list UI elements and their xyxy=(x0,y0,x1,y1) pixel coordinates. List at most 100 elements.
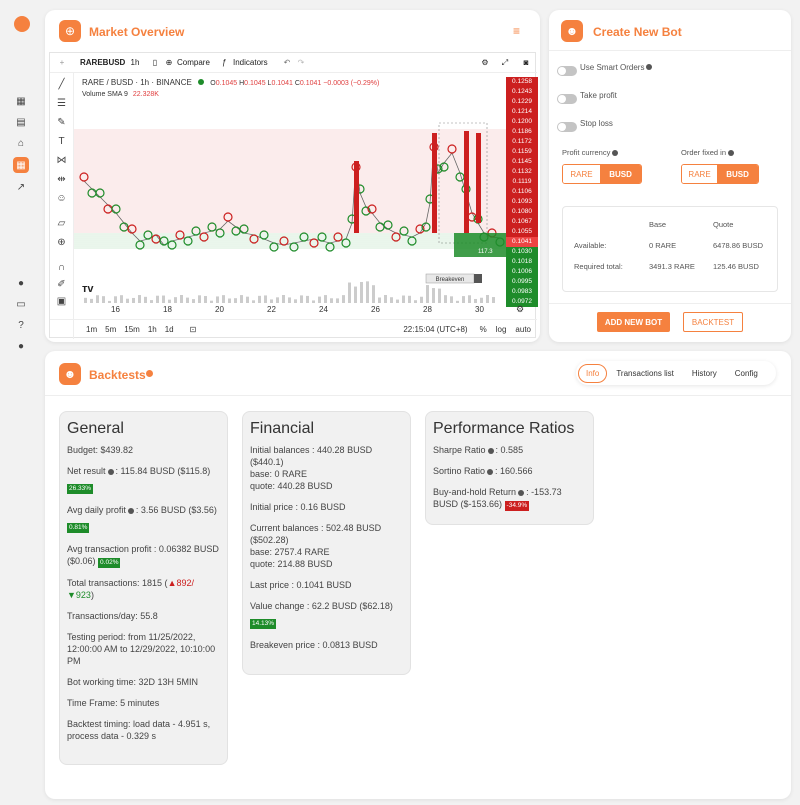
drawing-cross-icon[interactable]: + xyxy=(59,58,65,67)
chat-icon[interactable]: ▭ xyxy=(16,298,26,310)
tab-history[interactable]: History xyxy=(691,368,717,378)
ruler-icon[interactable]: ▱ xyxy=(57,218,66,229)
backtest-timing: Backtest timing: load data - 4.951 s, pr… xyxy=(67,719,211,741)
price-scale[interactable]: 0.1258 0.1243 0.1229 0.1214 0.1200 0.1186 0.11… xyxy=(506,73,538,307)
volume-bar xyxy=(162,295,165,303)
magnet-icon[interactable]: ∩ xyxy=(57,262,66,273)
required-label: Required total: xyxy=(574,262,623,271)
smart-orders-info-icon[interactable] xyxy=(646,64,653,70)
sharpe-info-icon[interactable] xyxy=(487,447,494,454)
order-fixed-busd[interactable]: BUSD xyxy=(717,165,758,183)
volume-bar xyxy=(300,295,303,303)
interval-button[interactable]: 1h xyxy=(130,58,140,67)
timeframe-button[interactable]: 1d xyxy=(164,325,174,334)
symbol-search[interactable]: RAREBUSD xyxy=(80,58,126,67)
pencil-lock-icon[interactable]: ✐ xyxy=(57,279,66,290)
user-icon[interactable]: ● xyxy=(17,340,25,352)
tab-transactions-list[interactable]: Transactions list xyxy=(616,368,674,378)
required-base: 3491.3 RARE xyxy=(649,262,695,271)
tab-info[interactable]: Info xyxy=(578,363,608,383)
trend-icon[interactable]: ↗ xyxy=(16,181,26,193)
profit-currency-info-icon[interactable] xyxy=(612,150,619,157)
net-result-info-icon[interactable] xyxy=(107,468,114,475)
stop-loss-toggle[interactable] xyxy=(557,122,577,132)
current-quote: quote: 214.88 BUSD xyxy=(250,559,333,569)
indicators-button[interactable]: Indicators xyxy=(233,58,268,67)
available-label: Available: xyxy=(574,241,607,250)
order-fixed-selector: RARE BUSD xyxy=(681,164,759,184)
price-scale-label: 0.1186 xyxy=(506,127,538,137)
help-icon[interactable]: ? xyxy=(18,319,24,331)
avg-daily-info-icon[interactable] xyxy=(127,507,134,514)
candles-style-icon[interactable]: ▯ xyxy=(152,58,158,67)
compare-plus-icon[interactable]: ⊕ xyxy=(165,58,173,67)
volume-bar xyxy=(270,299,273,303)
indicators-fx-icon[interactable]: ƒ xyxy=(221,58,227,67)
order-fixed-rare[interactable]: RARE xyxy=(682,165,718,183)
trade-marker xyxy=(183,236,193,246)
date-range-icon[interactable]: ⊡ xyxy=(189,325,197,334)
backtest-tabs: Info Transactions list History Config xyxy=(576,361,776,385)
grid-icon[interactable]: ▦ xyxy=(13,157,29,173)
timeframe-button[interactable]: 1h xyxy=(147,325,157,334)
wallet-icon[interactable]: ▤ xyxy=(16,116,26,128)
fib-icon[interactable]: ☰ xyxy=(57,98,66,109)
timeframe-button[interactable]: 1m xyxy=(86,325,98,334)
settings-sliders-icon[interactable]: ≡ xyxy=(513,24,521,38)
price-scale-label: 0.1159 xyxy=(506,147,538,157)
tradingview-widget[interactable]: + RAREBUSD 1h ▯ ⊕ Compare ƒ Indicators ↶… xyxy=(49,52,538,339)
trade-marker xyxy=(269,242,279,252)
brush-icon[interactable]: ✎ xyxy=(57,117,66,128)
price-scale-label: 0.1093 xyxy=(506,197,538,207)
trade-marker xyxy=(175,230,185,240)
volume-bar xyxy=(198,295,201,303)
price-scale-label: 0.1006 xyxy=(506,267,538,277)
zoom-in-icon[interactable]: ⊕ xyxy=(57,237,66,248)
bank-icon[interactable]: ⌂ xyxy=(17,137,25,149)
add-new-bot-button[interactable]: ADD NEW BOT xyxy=(597,312,670,332)
backtest-button[interactable]: BACKTEST xyxy=(683,312,743,332)
pattern-icon[interactable]: ⋈ xyxy=(56,155,67,166)
profit-currency-busd[interactable]: BUSD xyxy=(600,165,641,183)
trade-marker xyxy=(421,222,431,232)
axis-settings-gear-icon[interactable]: ⚙ xyxy=(516,304,525,314)
take-profit-toggle[interactable] xyxy=(557,94,577,104)
text-tool-icon[interactable]: T xyxy=(58,136,65,147)
auto-toggle[interactable]: auto xyxy=(515,325,531,334)
app-logo[interactable] xyxy=(14,16,30,32)
volume-bar xyxy=(120,295,123,303)
timeframe-button[interactable]: 15m xyxy=(124,325,140,334)
log-toggle[interactable]: log xyxy=(495,325,507,334)
time-axis[interactable]: 16 18 20 22 24 26 28 30 xyxy=(74,303,506,317)
trend-line-icon[interactable]: ╱ xyxy=(58,79,65,90)
measure-tool-icon[interactable]: ⇹ xyxy=(57,174,66,185)
volume-bar xyxy=(384,295,387,303)
price-chart[interactable]: Breakeven 117.3 xyxy=(74,73,506,303)
trade-marker xyxy=(127,224,137,234)
trade-marker xyxy=(383,220,393,230)
tab-config[interactable]: Config xyxy=(734,368,758,378)
sortino-ratio: Sortino Ratio: 160.566 xyxy=(433,466,533,476)
order-fixed-info-icon[interactable] xyxy=(728,150,735,157)
general-panel: General Budget: $439.82 Net result: 115.… xyxy=(59,411,228,765)
volume-bar xyxy=(96,295,99,303)
fullscreen-icon[interactable]: ⤢ xyxy=(501,57,509,67)
compare-button[interactable]: Compare xyxy=(177,58,210,67)
snapshot-camera-icon[interactable]: ◙ xyxy=(523,58,529,67)
sortino-info-icon[interactable] xyxy=(487,468,494,475)
undo-icon[interactable]: ↶ xyxy=(283,58,291,67)
redo-icon[interactable]: ↷ xyxy=(297,58,305,67)
profit-currency-rare[interactable]: RARE xyxy=(563,165,601,183)
chart-settings-gear-icon[interactable]: ⚙ xyxy=(481,58,489,67)
backtests-info-icon[interactable] xyxy=(146,370,153,377)
initial-base: base: 0 RARE xyxy=(250,469,308,479)
smart-orders-toggle[interactable] xyxy=(557,66,577,76)
bah-info-icon[interactable] xyxy=(518,489,525,496)
timeframe-button[interactable]: 5m xyxy=(105,325,117,334)
dashboard-icon[interactable]: ▦ xyxy=(16,95,26,107)
emoji-icon[interactable]: ☺ xyxy=(56,193,67,204)
bell-icon[interactable]: ● xyxy=(17,277,25,289)
percent-toggle[interactable]: % xyxy=(479,325,487,334)
volume-bar xyxy=(132,297,135,303)
lock-icon[interactable]: ▣ xyxy=(56,296,67,307)
